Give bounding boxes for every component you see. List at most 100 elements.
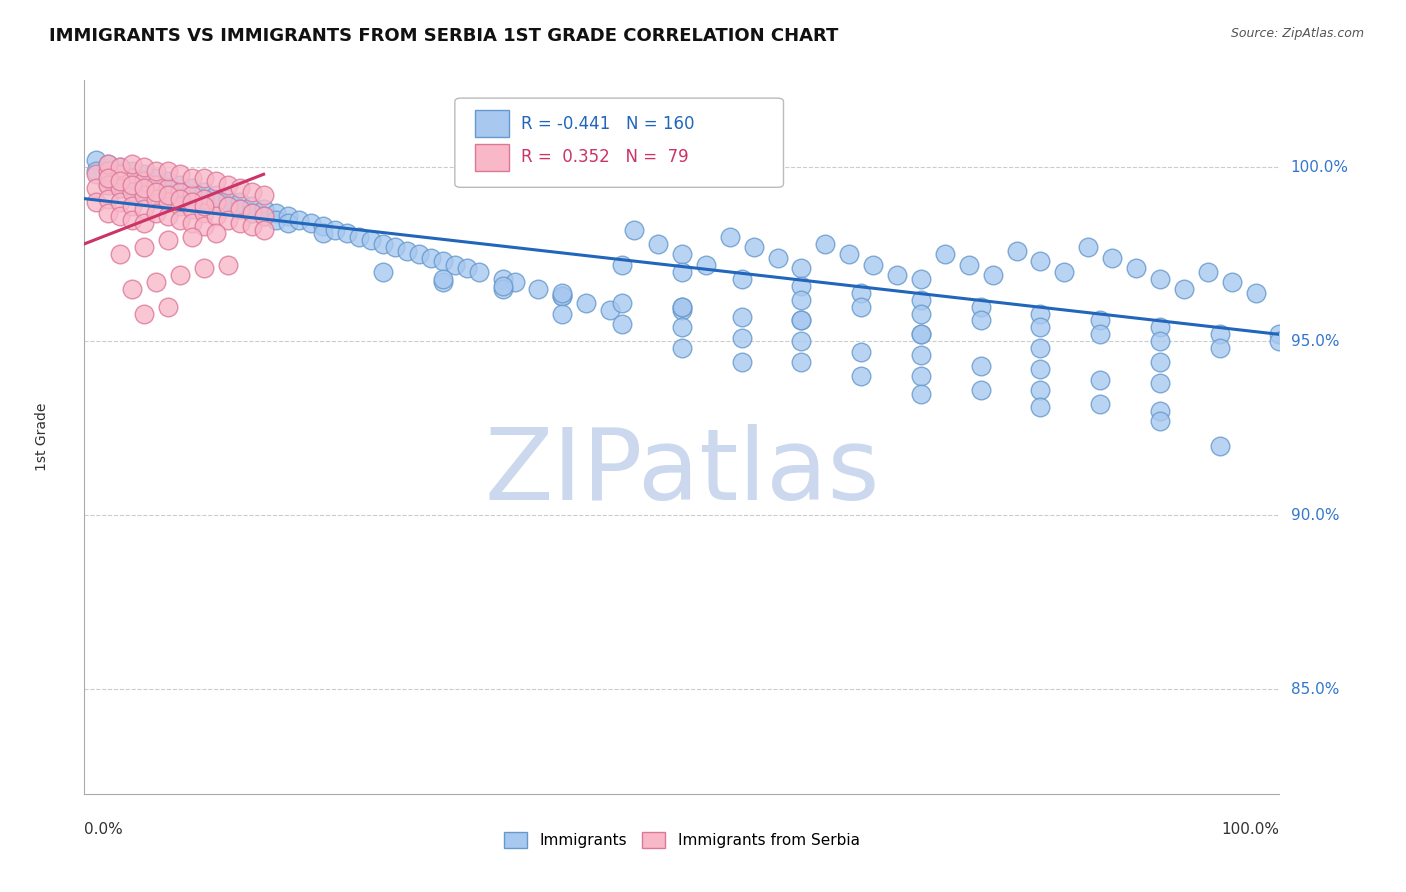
- Point: [910, 386, 932, 401]
- Point: [157, 195, 180, 210]
- Point: [718, 230, 741, 244]
- Point: [157, 209, 180, 223]
- Point: [1029, 341, 1052, 355]
- Point: [456, 261, 478, 276]
- Point: [910, 306, 932, 320]
- Point: [1029, 362, 1052, 376]
- Point: [97, 170, 120, 185]
- Point: [193, 170, 215, 185]
- Point: [169, 192, 191, 206]
- Point: [373, 236, 395, 251]
- Point: [851, 369, 873, 384]
- Point: [193, 192, 215, 206]
- Point: [229, 195, 252, 210]
- Point: [181, 202, 204, 216]
- Point: [838, 247, 860, 261]
- Point: [612, 258, 634, 272]
- Point: [193, 192, 215, 206]
- Point: [910, 327, 932, 342]
- Point: [121, 212, 143, 227]
- Point: [253, 188, 276, 202]
- Point: [121, 178, 143, 192]
- Point: [205, 174, 228, 188]
- Point: [181, 216, 204, 230]
- Point: [145, 205, 167, 219]
- Point: [97, 205, 120, 219]
- Text: ZIPatlas: ZIPatlas: [484, 425, 880, 521]
- Point: [229, 181, 252, 195]
- Point: [349, 230, 371, 244]
- Point: [181, 170, 204, 185]
- Point: [132, 181, 156, 195]
- Point: [910, 369, 932, 384]
- Point: [121, 198, 143, 212]
- Point: [157, 300, 180, 314]
- Legend: Immigrants, Immigrants from Serbia: Immigrants, Immigrants from Serbia: [498, 826, 866, 854]
- Point: [145, 275, 167, 289]
- Point: [132, 240, 156, 254]
- Point: [612, 296, 634, 310]
- Point: [671, 300, 693, 314]
- Point: [132, 174, 156, 188]
- Point: [851, 344, 873, 359]
- Point: [671, 320, 693, 334]
- Point: [790, 293, 813, 307]
- Point: [145, 185, 167, 199]
- Point: [910, 293, 932, 307]
- Point: [970, 300, 993, 314]
- Point: [97, 170, 120, 185]
- Point: [86, 153, 108, 168]
- Point: [910, 348, 932, 362]
- Point: [432, 271, 454, 285]
- Point: [169, 268, 191, 283]
- Point: [575, 296, 598, 310]
- Point: [110, 181, 132, 195]
- Point: [217, 178, 239, 192]
- Point: [110, 247, 132, 261]
- Point: [910, 327, 932, 342]
- Point: [790, 355, 813, 369]
- Point: [288, 212, 311, 227]
- Point: [1149, 334, 1171, 349]
- Point: [97, 163, 120, 178]
- Point: [384, 240, 406, 254]
- Point: [205, 195, 228, 210]
- Point: [217, 192, 239, 206]
- Point: [240, 185, 263, 199]
- Point: [551, 306, 574, 320]
- Point: [217, 198, 239, 212]
- Point: [420, 251, 443, 265]
- Point: [396, 244, 419, 258]
- Point: [851, 285, 873, 300]
- Point: [169, 185, 191, 199]
- Point: [145, 185, 167, 199]
- Point: [181, 195, 204, 210]
- Point: [86, 195, 108, 210]
- Point: [277, 209, 299, 223]
- Text: 95.0%: 95.0%: [1291, 334, 1339, 349]
- Point: [229, 216, 252, 230]
- Point: [97, 178, 120, 192]
- Point: [527, 282, 550, 296]
- Point: [1268, 327, 1291, 342]
- Point: [492, 278, 515, 293]
- Point: [205, 227, 228, 241]
- Point: [1053, 265, 1076, 279]
- Point: [373, 265, 395, 279]
- Point: [121, 185, 143, 199]
- Point: [121, 170, 143, 185]
- Point: [862, 258, 884, 272]
- Point: [790, 313, 813, 327]
- Point: [766, 251, 789, 265]
- Point: [86, 163, 108, 178]
- Point: [253, 223, 276, 237]
- Point: [623, 223, 645, 237]
- Point: [1029, 401, 1052, 415]
- Point: [1125, 261, 1147, 276]
- Point: [121, 163, 143, 178]
- Point: [1149, 271, 1171, 285]
- Point: [240, 205, 263, 219]
- Point: [1029, 320, 1052, 334]
- Point: [1173, 282, 1195, 296]
- Point: [110, 167, 132, 181]
